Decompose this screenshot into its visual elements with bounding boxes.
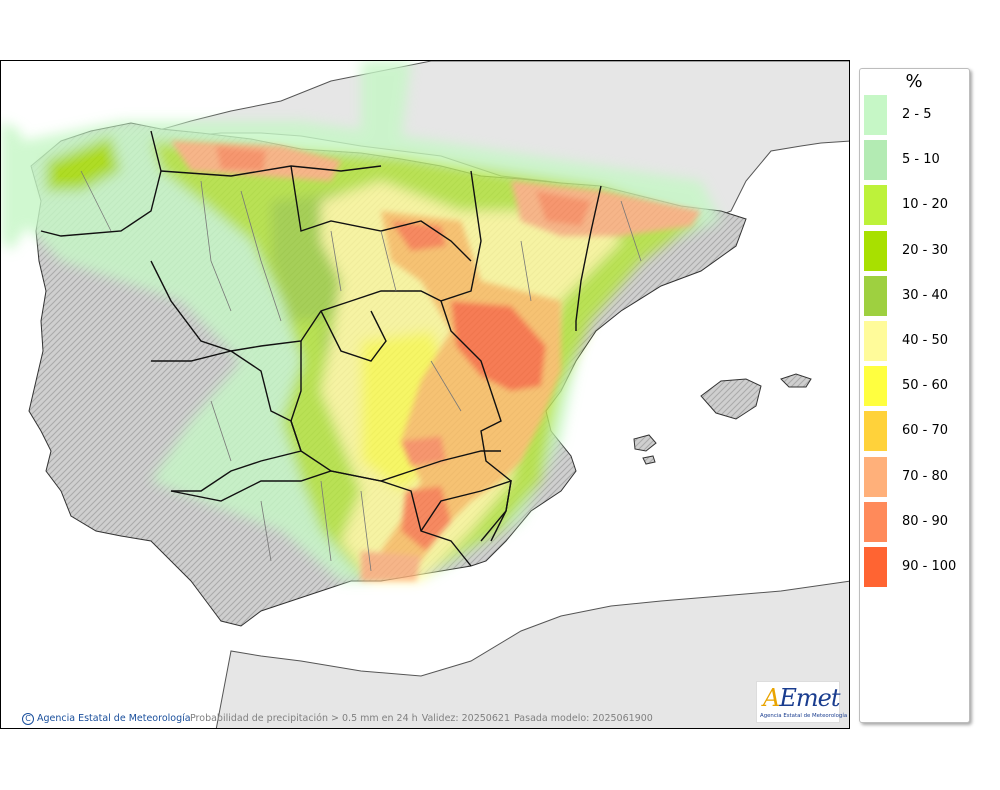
legend-item: 90 - 100	[864, 547, 968, 587]
legend-swatch	[864, 275, 887, 316]
pp-area-80-90-south	[401, 436, 446, 466]
credit-label: Agencia Estatal de Meteorología	[37, 713, 191, 724]
legend-label: 60 - 70	[902, 423, 949, 439]
legend-swatch	[864, 547, 887, 587]
menorca-island	[780, 373, 812, 388]
pp-area-2-5-west	[1, 121, 31, 251]
pp-area-20-30-galicia	[46, 136, 121, 191]
credit-text: C Agencia Estatal de Meteorología	[22, 713, 191, 725]
caption-validity: Validez: 20250621	[421, 713, 510, 724]
logo-wordmark: AEmet	[763, 684, 840, 712]
north-africa-landmass	[215, 580, 849, 728]
pp-area-90-100-iberico	[451, 301, 546, 391]
pp-area-80-90-pyrenees	[536, 191, 591, 226]
legend-swatch	[864, 95, 887, 135]
legend-label: 90 - 100	[902, 559, 957, 574]
border-andalucia-north	[170, 470, 472, 567]
legend-item: 70 - 80	[864, 456, 968, 497]
pp-area-60-80	[381, 211, 561, 571]
pp-area-70-80-baetic	[361, 551, 421, 581]
map-caption: Probabilidad de precipitación > 0.5 mm e…	[190, 713, 657, 724]
legend-swatch	[864, 501, 887, 542]
legend-item: 5 - 10	[864, 140, 968, 181]
border-extremadura	[151, 350, 302, 492]
pp-area-2-5-north	[361, 61, 411, 151]
copyright-icon: C	[22, 713, 34, 725]
legend-swatch	[864, 185, 887, 226]
legend-item: 40 - 50	[864, 321, 968, 361]
legend-swatch	[864, 230, 887, 271]
legend-label: 50 - 60	[902, 378, 949, 394]
legend-swatch	[864, 321, 887, 361]
precipitation-probability-map	[0, 60, 850, 729]
mallorca-island	[700, 378, 762, 420]
legend-swatch	[864, 411, 887, 452]
legend-item: 80 - 90	[864, 501, 968, 542]
legend-item: 2 - 5	[864, 95, 968, 135]
caption-model-run: Pasada modelo: 2025061900	[514, 713, 653, 724]
legend-label: 2 - 5	[902, 107, 932, 122]
legend-swatch	[864, 140, 887, 181]
legend-label: 40 - 50	[902, 333, 949, 348]
legend-label: 70 - 80	[902, 468, 949, 484]
border-catalonia	[575, 185, 602, 331]
legend-item: 30 - 40	[864, 275, 968, 316]
map-canvas	[1, 61, 849, 728]
border-galicia	[40, 130, 162, 237]
legend-label: 80 - 90	[902, 513, 949, 529]
border-murcia	[420, 479, 512, 542]
legend-label: 30 - 40	[902, 287, 949, 303]
region-borders	[40, 130, 602, 567]
legend-label: 10 - 20	[902, 197, 949, 213]
legend-swatch	[864, 366, 887, 407]
precipitation-layer	[1, 61, 721, 581]
legend-item: 60 - 70	[864, 411, 968, 452]
legend-item: 50 - 60	[864, 366, 968, 407]
legend-label: 5 - 10	[902, 152, 940, 168]
pp-area-80-90-picos	[216, 146, 266, 171]
logo-subtitle: Agencia Estatal de Meteorología	[760, 713, 848, 719]
legend-title: %	[905, 71, 923, 92]
ibiza-island	[633, 434, 657, 452]
legend-panel: % 2 - 5 5 - 10 10 - 20 20 - 30 30 - 40 40 - 5…	[859, 68, 970, 723]
legend-item: 20 - 30	[864, 230, 968, 271]
province-borders	[80, 170, 642, 572]
legend-item: 10 - 20	[864, 185, 968, 226]
legend-swatch	[864, 456, 887, 497]
border-madrid	[320, 310, 387, 362]
aemet-logo: AEmet Agencia Estatal de Meteorología	[756, 681, 847, 723]
caption-variable: Probabilidad de precipitación > 0.5 mm e…	[190, 713, 418, 724]
formentera-island	[642, 455, 656, 465]
legend-label: 20 - 30	[902, 242, 949, 258]
